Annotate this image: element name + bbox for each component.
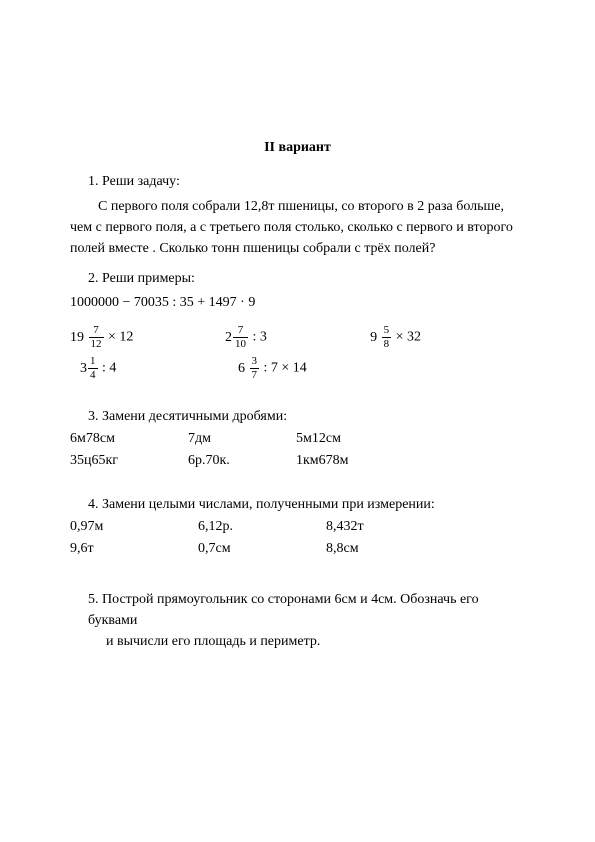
expr-a2: 2710 : 3 [225,325,362,350]
fraction: 712 [89,325,104,350]
cell: 0,97м [70,519,190,535]
task4-row-2: 9,6т 0,7см 8,8см [70,541,525,557]
cell: 6м78см [70,431,180,447]
cell: 35ц65кг [70,453,180,469]
task1-text: С первого поля собрали 12,8т пшеницы, со… [70,196,525,259]
cell: 8,432т [326,519,446,535]
task2-main-expression: 1000000 − 70035 : 35 + 1497 · 9 [70,295,525,311]
task3-heading: 3. Замени десятичными дробями: [88,409,525,425]
expr-a3: 9 58 × 32 [370,325,517,350]
expr-b1: 314 : 4 [80,356,230,381]
task4-heading: 4. Замени целыми числами, полученными пр… [88,497,525,513]
task3-row-1: 6м78см 7дм 5м12см [70,431,525,447]
cell: 5м12см [296,431,416,447]
expr-b2: 6 37 : 7 × 14 [238,356,388,381]
task2-heading: 2. Реши примеры: [88,271,525,287]
cell: 6,12р. [198,519,318,535]
task5: 5. Построй прямоугольник со сторонами 6с… [88,589,525,652]
fraction: 58 [382,325,392,350]
cell: 9,6т [70,541,190,557]
task2-row-b: 314 : 4 6 37 : 7 × 14 [70,356,525,381]
cell: 8,8см [326,541,446,557]
document-page: II вариант 1. Реши задачу: С первого пол… [0,0,595,712]
task4-row-1: 0,97м 6,12р. 8,432т [70,519,525,535]
task3-row-2: 35ц65кг 6р.70к. 1км678м [70,453,525,469]
cell: 1км678м [296,453,416,469]
task5-line2: и вычисли его площадь и периметр. [106,631,525,652]
fraction: 14 [88,356,98,381]
task1-heading: 1. Реши задачу: [88,174,525,190]
cell: 7дм [188,431,288,447]
cell: 0,7см [198,541,318,557]
fraction: 37 [250,356,260,381]
cell: 6р.70к. [188,453,288,469]
fraction: 710 [233,325,248,350]
task2-row-a: 19 712 × 12 2710 : 3 9 58 × 32 [70,325,525,350]
expr-a1: 19 712 × 12 [70,325,217,350]
task5-line1: 5. Построй прямоугольник со сторонами 6с… [88,589,525,631]
page-title: II вариант [70,140,525,156]
